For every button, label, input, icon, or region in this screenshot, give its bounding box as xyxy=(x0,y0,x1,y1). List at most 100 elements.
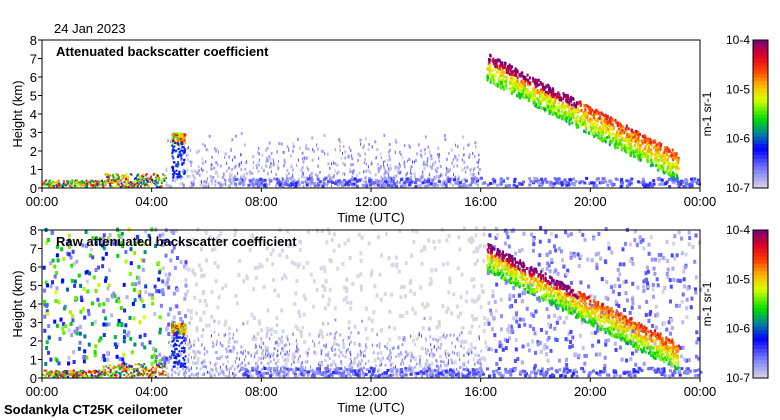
data-cell xyxy=(421,155,423,159)
data-cell xyxy=(576,252,580,257)
data-cell xyxy=(183,142,186,145)
data-cell xyxy=(265,164,268,168)
data-cell xyxy=(500,327,503,332)
data-cell xyxy=(643,152,645,156)
data-cell xyxy=(304,180,306,184)
data-cell xyxy=(671,171,674,175)
data-cell xyxy=(179,260,183,265)
data-cell xyxy=(499,72,502,76)
colorbar-swatch xyxy=(753,125,768,130)
data-cell xyxy=(438,154,440,158)
data-cell xyxy=(147,185,150,188)
data-cell xyxy=(306,354,309,358)
data-cell xyxy=(429,182,433,186)
data-cell xyxy=(298,239,302,244)
data-cell xyxy=(280,351,282,355)
data-cell xyxy=(260,368,263,371)
data-cell xyxy=(489,308,493,313)
data-cell xyxy=(474,155,476,159)
data-cell xyxy=(225,366,227,370)
data-cell xyxy=(363,366,365,370)
data-cell xyxy=(255,343,257,347)
data-cell xyxy=(234,182,238,186)
data-cell xyxy=(568,345,572,350)
data-cell xyxy=(463,160,466,164)
data-cell xyxy=(521,80,524,84)
data-cell xyxy=(236,356,238,360)
data-cell xyxy=(347,155,350,159)
data-cell xyxy=(157,181,160,184)
data-cell xyxy=(334,318,337,322)
data-cell xyxy=(109,180,111,183)
data-cell xyxy=(599,137,602,141)
data-cell xyxy=(353,341,357,346)
data-cell xyxy=(87,308,90,313)
data-cell xyxy=(186,243,190,248)
data-cell xyxy=(594,125,597,129)
data-cell xyxy=(57,185,60,188)
data-cell xyxy=(496,84,499,88)
data-cell xyxy=(318,331,322,336)
data-cell xyxy=(466,351,469,355)
data-cell xyxy=(303,172,305,176)
data-cell xyxy=(499,178,503,182)
data-cell xyxy=(144,290,148,295)
data-cell xyxy=(351,185,354,188)
data-cell xyxy=(352,182,356,186)
data-cell xyxy=(564,337,568,342)
data-cell xyxy=(269,360,272,364)
data-cell xyxy=(219,372,222,376)
data-cell xyxy=(507,324,511,329)
data-cell xyxy=(204,230,208,235)
data-cell xyxy=(464,184,468,188)
data-cell xyxy=(501,73,504,77)
data-cell xyxy=(551,184,555,188)
y-tick-label: 2 xyxy=(30,144,37,159)
data-cell xyxy=(410,165,413,169)
data-cell xyxy=(221,183,222,187)
data-cell xyxy=(177,161,180,164)
data-cell xyxy=(284,343,287,347)
data-cell xyxy=(424,179,428,183)
data-cell xyxy=(635,243,639,248)
data-cell xyxy=(462,182,466,186)
data-cell xyxy=(547,238,551,243)
data-cell xyxy=(418,143,420,147)
data-cell xyxy=(300,168,303,172)
data-cell xyxy=(172,174,175,177)
data-cell xyxy=(471,298,474,303)
data-cell xyxy=(276,150,278,154)
data-cell xyxy=(550,257,554,262)
data-cell xyxy=(188,146,189,150)
data-cell xyxy=(493,181,497,185)
data-cell xyxy=(637,130,640,134)
data-cell xyxy=(482,232,486,237)
data-cell xyxy=(181,182,183,186)
data-cell xyxy=(567,96,570,100)
data-cell xyxy=(101,264,105,269)
data-cell xyxy=(215,367,217,371)
data-cell xyxy=(228,370,230,374)
data-cell xyxy=(487,301,491,306)
data-cell xyxy=(380,184,384,188)
data-cell xyxy=(117,318,121,323)
data-cell xyxy=(428,183,430,187)
data-cell xyxy=(210,289,214,294)
data-cell xyxy=(462,362,465,366)
x-tick-label: 20:00 xyxy=(574,194,607,209)
data-cell xyxy=(604,295,608,300)
data-cell xyxy=(111,180,114,183)
data-cell xyxy=(309,272,313,277)
data-cell xyxy=(54,182,57,185)
data-cell xyxy=(124,250,128,254)
data-cell xyxy=(632,139,634,143)
data-cell xyxy=(200,334,204,339)
data-cell xyxy=(638,147,641,151)
data-cell xyxy=(277,167,279,170)
data-cell xyxy=(362,180,365,184)
data-cell xyxy=(175,137,178,140)
data-cell xyxy=(186,308,190,313)
data-cell xyxy=(649,310,653,314)
data-cell xyxy=(180,157,183,160)
data-cell xyxy=(669,318,673,322)
